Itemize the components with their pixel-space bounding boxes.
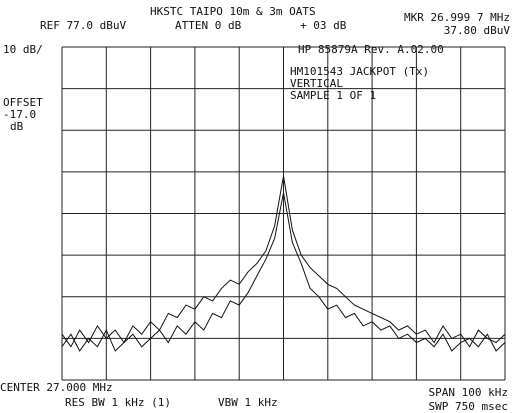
annotation: SPAN 100 kHz bbox=[429, 386, 508, 399]
annotation: HP 85879A Rev. A.02.00 bbox=[298, 43, 444, 56]
annotation: REF 77.0 dBuV bbox=[40, 19, 126, 32]
annotation: OFFSET bbox=[3, 96, 43, 109]
annotation: SAMPLE 1 OF 1 bbox=[290, 89, 376, 102]
annotation: + 03 dB bbox=[300, 19, 347, 32]
trace bbox=[61, 192, 506, 352]
annotation: CENTER 27.000 MHz bbox=[0, 381, 113, 394]
annotation: -17.0 bbox=[3, 108, 36, 121]
annotation: dB bbox=[10, 120, 24, 133]
trace bbox=[61, 175, 506, 348]
annotation: SWP 750 msec bbox=[429, 400, 508, 413]
annotation: VBW 1 kHz bbox=[218, 396, 278, 409]
annotation: RES BW 1 kHz (1) bbox=[65, 396, 171, 409]
annotation: 10 dB/ bbox=[3, 43, 43, 56]
annotation: MKR 26.999 7 MHz bbox=[404, 11, 510, 24]
annotation: ATTEN 0 dB bbox=[175, 19, 242, 32]
title: HKSTC TAIPO 10m & 3m OATS bbox=[150, 5, 316, 18]
annotation: HM101543 JACKPOT (Tx) bbox=[290, 65, 429, 78]
annotation: 37.80 dBuV bbox=[444, 24, 511, 37]
annotation: VERTICAL bbox=[290, 77, 343, 90]
